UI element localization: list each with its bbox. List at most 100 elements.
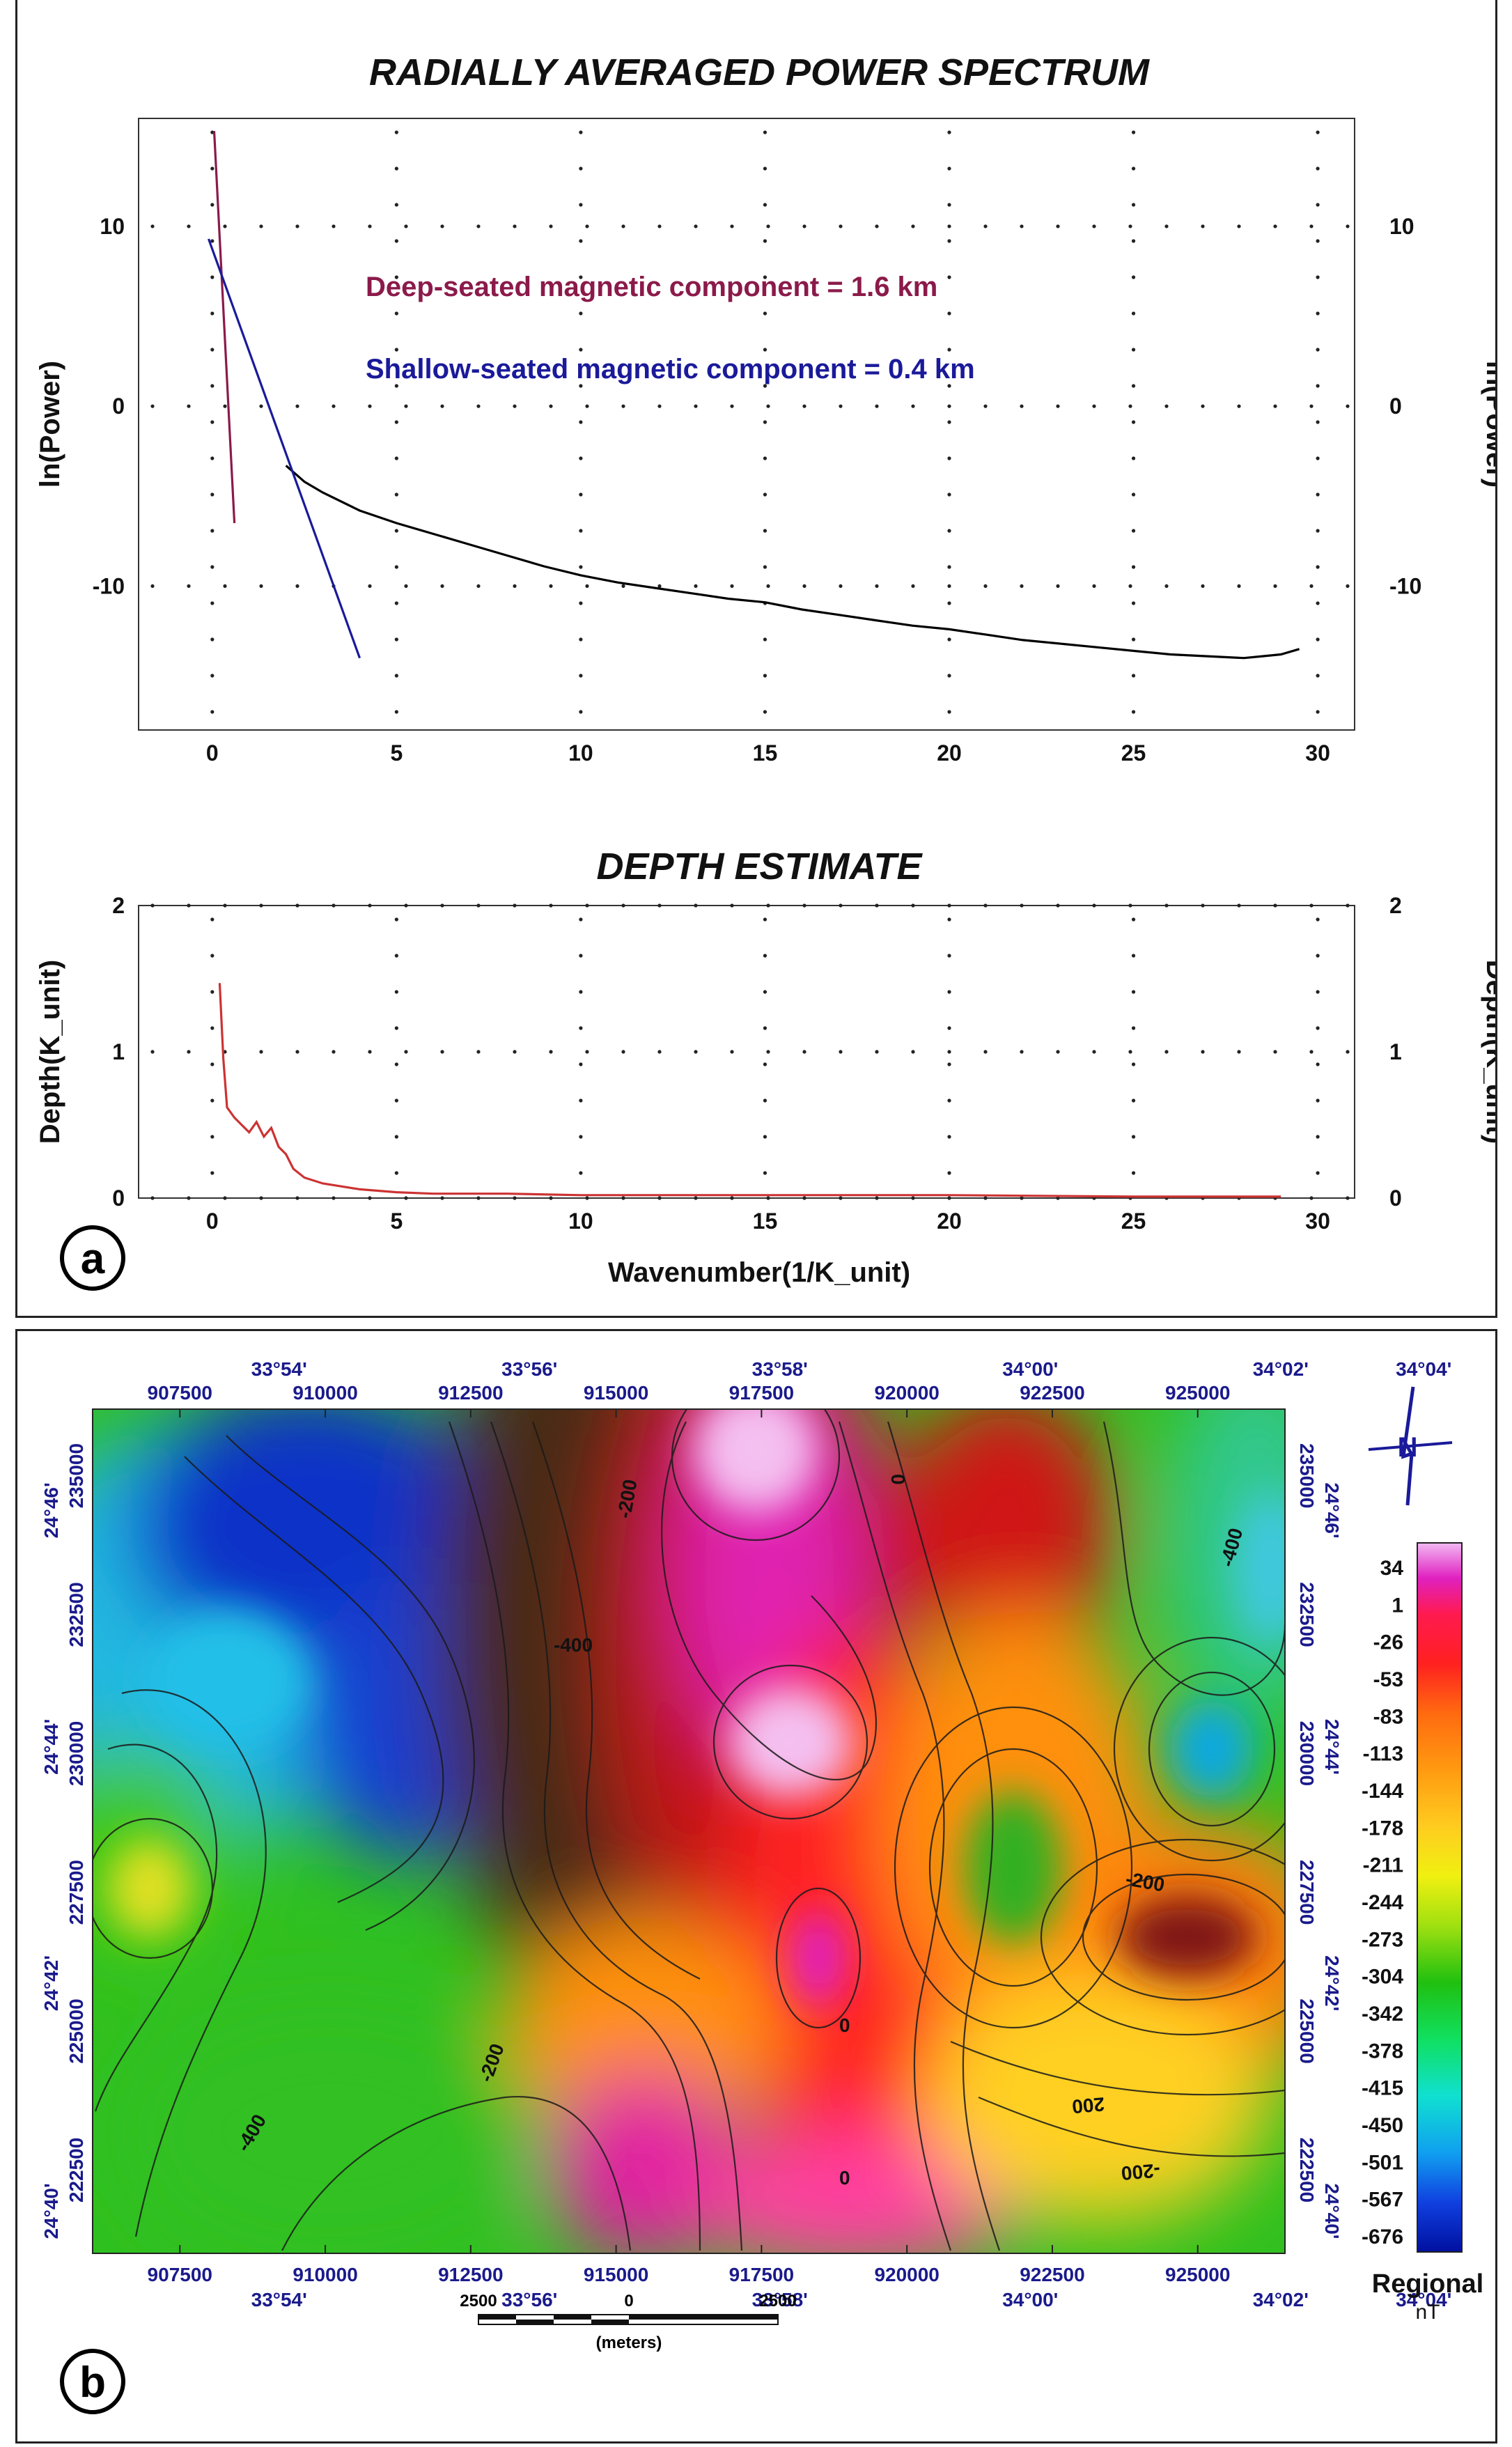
grid-dot xyxy=(947,384,951,388)
annotation-text: Shallow-seated magnetic component = 0.4 … xyxy=(366,354,975,384)
grid-dot xyxy=(694,1196,698,1200)
colorbar-tick-label: -113 xyxy=(1363,1743,1403,1766)
x-tick-label: 30 xyxy=(1305,1209,1330,1234)
x-tick-label: 15 xyxy=(753,1209,778,1234)
grid-dot xyxy=(394,565,398,569)
top-degree-label: 34°04' xyxy=(1396,1358,1451,1380)
grid-dot xyxy=(1056,1196,1060,1200)
right-degree-label: 24°44' xyxy=(1321,1719,1343,1775)
grid-dot xyxy=(394,203,398,207)
grid-dot xyxy=(1056,584,1060,589)
grid-dot xyxy=(585,903,589,908)
grid-dot xyxy=(210,529,215,533)
grid-dot xyxy=(1273,404,1277,408)
panel-a-badge xyxy=(60,1225,125,1291)
right-degree-label: 24°42' xyxy=(1321,1955,1343,2011)
grid-dot xyxy=(983,404,988,408)
grid-dot xyxy=(1092,224,1096,228)
grid-dot xyxy=(763,917,767,922)
grid-dot xyxy=(947,1026,951,1030)
grid-dot xyxy=(766,224,770,228)
bottom-degree-label: 33°56' xyxy=(501,2289,557,2310)
grid-dot xyxy=(947,492,951,497)
grid-dot xyxy=(394,1135,398,1139)
grid-dot xyxy=(947,1171,951,1175)
grid-dot xyxy=(394,311,398,316)
grid-dot xyxy=(947,166,951,171)
top-easting-label: 910000 xyxy=(293,1382,357,1404)
grid-dot xyxy=(579,384,583,388)
grid-dot xyxy=(332,903,336,908)
grid-dot xyxy=(1273,1050,1277,1054)
grid-dot xyxy=(621,584,625,589)
grid-dot xyxy=(983,1196,988,1200)
grid-dot xyxy=(295,903,299,908)
panel-b: -400 -400 -200 0 0 -200 200 -200 -400 -2… xyxy=(15,1329,1497,2444)
grid-dot xyxy=(150,404,155,408)
grid-dot xyxy=(187,1196,191,1200)
grid-dot xyxy=(1164,224,1169,228)
grid-dot xyxy=(911,404,915,408)
grid-dot xyxy=(875,1050,879,1054)
top-degree-label: 34°02' xyxy=(1253,1358,1309,1380)
contour-label: 0 xyxy=(887,1474,909,1485)
grid-dot xyxy=(1201,584,1205,589)
grid-dot xyxy=(763,529,767,533)
y-axis-label-right: Depth(K_unit) xyxy=(1481,960,1495,1144)
grid-dot xyxy=(210,1135,215,1139)
grid-dot xyxy=(394,990,398,994)
grid-dot xyxy=(1131,166,1136,171)
grid-dot xyxy=(579,1026,583,1030)
north-label: N xyxy=(1398,1432,1418,1463)
bottom-easting-label: 910000 xyxy=(293,2264,357,2285)
y-tick-label: 1 xyxy=(112,1039,125,1064)
grid-dot xyxy=(1201,224,1205,228)
grid-dot xyxy=(210,674,215,678)
grid-dot xyxy=(513,1196,517,1200)
grid-dot xyxy=(1201,903,1205,908)
grid-dot xyxy=(440,1050,444,1054)
grid-dot xyxy=(1128,903,1132,908)
top-easting-label: 907500 xyxy=(148,1382,212,1404)
grid-dot xyxy=(210,203,215,207)
grid-dot xyxy=(763,492,767,497)
grid-dot xyxy=(839,224,843,228)
grid-dot xyxy=(394,420,398,424)
spectrum-plot: 0 5 10 15 20 25 30 10 10 0 0 -10 -10 ln(Power) ln(Powe… xyxy=(35,118,1511,766)
grid-dot xyxy=(579,456,583,460)
grid-dot xyxy=(1131,275,1136,279)
grid-dot xyxy=(476,1050,481,1054)
grid-dot xyxy=(549,903,553,908)
panel-a: RADIALLY AVERAGED POWER SPECTRUM 0 5 10 15 2… xyxy=(15,0,1511,1318)
grid-dot xyxy=(1237,224,1241,228)
panel-b-badge xyxy=(60,2349,125,2414)
grid-dot xyxy=(763,275,767,279)
grid-dot xyxy=(1309,1196,1314,1200)
grid-dot xyxy=(579,674,583,678)
x-tick-label: 5 xyxy=(390,740,403,766)
grid-dot xyxy=(1020,224,1024,228)
grid-dot xyxy=(368,903,372,908)
grid-dot xyxy=(730,404,734,408)
grid-dot xyxy=(730,224,734,228)
grid-dot xyxy=(839,903,843,908)
y-axis-label-right: ln(Power) xyxy=(1481,361,1495,488)
grid-dot xyxy=(579,492,583,497)
grid-dot xyxy=(404,903,408,908)
grid-dot xyxy=(983,584,988,589)
grid-dot xyxy=(763,420,767,424)
grid-dot xyxy=(763,1135,767,1139)
grid-dot xyxy=(947,1196,951,1200)
top-easting-label: 912500 xyxy=(438,1382,503,1404)
colorbar-tick-label: -415 xyxy=(1362,2077,1403,2100)
grid-dot xyxy=(579,1171,583,1175)
colorbar-tick-label: -304 xyxy=(1362,1966,1403,1989)
grid-dot xyxy=(1273,224,1277,228)
bottom-degree-label: 34°00' xyxy=(1002,2289,1058,2310)
grid-dot xyxy=(983,224,988,228)
grid-dot xyxy=(295,1196,299,1200)
grid-dot xyxy=(210,166,215,171)
grid-dot xyxy=(579,565,583,569)
grid-dot xyxy=(1316,917,1320,922)
